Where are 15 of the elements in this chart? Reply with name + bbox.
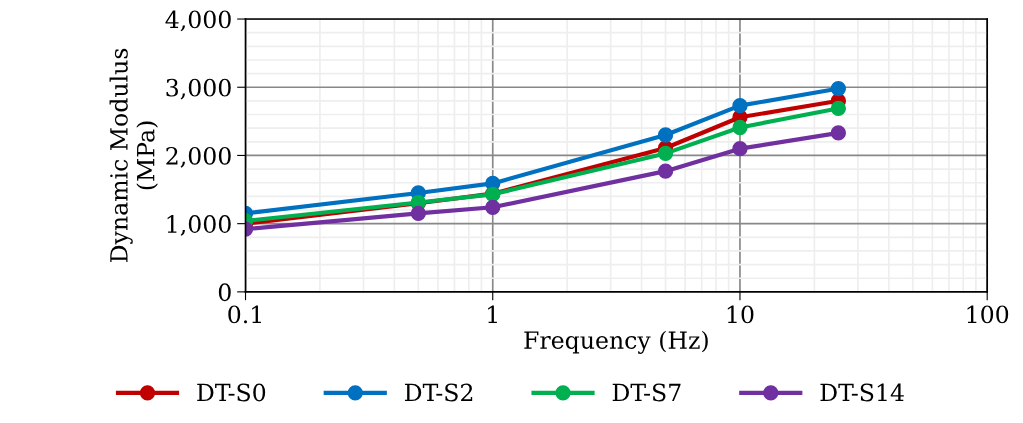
x-tick-label: 10	[727, 305, 754, 324]
y-tick-label: 0	[218, 283, 231, 302]
y-tick-label: 2,000	[166, 146, 231, 168]
y-tick-label: 4,000	[165, 10, 231, 32]
x-tick-label: 1	[488, 305, 497, 324]
y-axis-title: Dynamic Modulus (MPa)	[109, 48, 158, 263]
legend-label: DT-S2	[404, 383, 473, 402]
y-tick-label: 1,000	[167, 215, 231, 236]
legend-label: DT-S7	[612, 383, 681, 402]
legend-label: DT-S0	[197, 383, 266, 402]
y-tick-label: 3,000	[166, 78, 231, 100]
x-axis-title: Frequency (Hz)	[524, 330, 708, 354]
legend-label: DT-S14	[820, 383, 904, 402]
x-tick-label: 100	[967, 305, 1009, 324]
x-tick-label: 0.1	[228, 305, 261, 324]
